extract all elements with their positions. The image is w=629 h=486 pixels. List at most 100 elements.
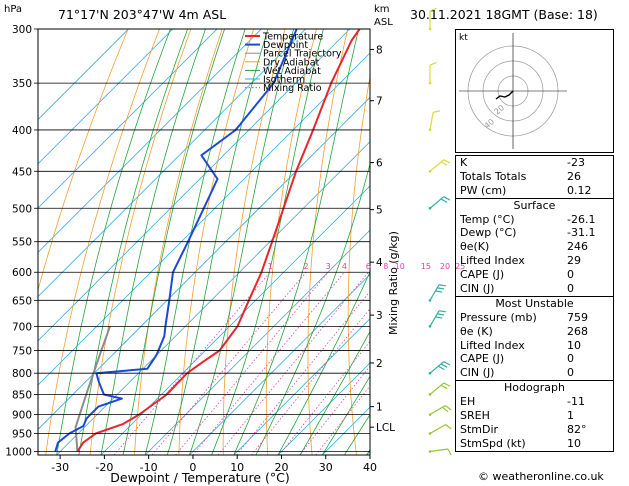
wind-barb-flag (440, 363, 448, 368)
dry-adiabat-line (347, 74, 370, 455)
km-tick-label: 7 (376, 96, 383, 108)
mixing-ratio-line (299, 365, 370, 455)
wind-barb-shaft (429, 159, 445, 172)
mixing-ratio-label: 1 (268, 262, 273, 271)
surface-thetae: θe(K) 246 (460, 240, 588, 254)
wind-barb-base (428, 393, 432, 396)
mixing-ratio-line (217, 271, 369, 455)
pressure-tick-label: 550 (12, 237, 32, 249)
pressure-tick-label: 650 (12, 295, 32, 307)
wind-barb-shaft (429, 196, 445, 209)
index-row-k: K -23 (460, 156, 585, 169)
mixing-ratio-line (236, 290, 370, 455)
wind-barb-shaft (429, 448, 448, 453)
pressure-tick-label: 1000 (5, 447, 32, 459)
surface-cin: CIN (J) 0 (460, 282, 574, 296)
mixing-ratio-label: 6 (366, 262, 371, 271)
wind-barb-flag (445, 405, 452, 411)
hodograph-section: Hodograph EH -11 SREH 1 StmDir 82° StmSpd (… (456, 380, 613, 450)
mu-pressure: Pressure (mb) 759 (460, 310, 588, 324)
wet-adiabat-line (189, 29, 294, 455)
temperature-tick-label: 10 (230, 461, 244, 474)
wind-barb-flag (429, 62, 437, 66)
legend-label: Wet Adiabat (263, 66, 321, 77)
isotherm-line (277, 362, 370, 455)
surface-cape: CAPE (J) 0 (460, 268, 574, 282)
temperature-tick-label: 40 (363, 461, 377, 474)
temperature-tick-label: 30 (319, 461, 333, 474)
temperature-tick-label: 0 (189, 461, 196, 474)
wind-barb-base (428, 325, 432, 328)
wind-barb-base (428, 27, 432, 31)
wet-adiabat-line (321, 375, 370, 455)
dry-adiabat-line (425, 29, 445, 455)
dry-adiabat-line (222, 29, 286, 455)
mixing-ratio-line (151, 271, 307, 455)
wind-barb-base (428, 371, 432, 375)
km-tick-label: 8 (376, 44, 383, 56)
km-tick-label: 6 (376, 158, 383, 170)
basic-indices: K -23 Totals Totals 26 PW (cm) 0.12 (456, 156, 613, 198)
dewpoint-line (54, 29, 298, 452)
hodograph-trace (495, 90, 514, 100)
wind-barb-flag (435, 290, 443, 293)
wind-barb-flag (433, 110, 441, 113)
mixing-ratio-line (278, 340, 370, 455)
wind-barb-flag (443, 196, 451, 201)
pressure-tick-label: 700 (12, 321, 32, 333)
wind-barb-base (428, 81, 432, 85)
km-tick-label: 2 (376, 358, 383, 370)
wind-barb-flag (435, 316, 443, 319)
wind-barb-flag (447, 448, 452, 456)
surface-temp: Temp (°C) -26.1 (460, 212, 596, 226)
km-tick-label: 3 (376, 310, 383, 322)
wet-adiabat-line (100, 29, 206, 455)
pressure-tick-label: 350 (12, 78, 32, 90)
wet-adiabat-line (299, 330, 370, 455)
hodo-stmspd: StmSpd (kt) 10 (460, 436, 581, 450)
wind-barb-shaft (429, 405, 446, 416)
wind-barb-base (428, 432, 432, 435)
x-axis-label: Dewpoint / Temperature (°C) (110, 470, 289, 485)
wet-adiabat-line (166, 29, 269, 455)
isotherm-line (38, 29, 218, 209)
wind-barb-flag (442, 406, 449, 413)
asl-label: ASL (374, 17, 393, 28)
index-row-pw: PW (cm) 0.12 (460, 183, 592, 197)
mixing-ratio-label: 2 (303, 262, 308, 271)
pressure-tick-label: 850 (12, 389, 32, 401)
temperature-tick-label: -20 (95, 461, 113, 474)
hpa-label: hPa (4, 4, 23, 15)
hodo-eh: EH -11 (460, 395, 585, 409)
wind-barb-flag (440, 198, 448, 203)
mixing-ratio-label: 20 (440, 262, 450, 271)
wind-barb-flag (445, 424, 452, 430)
isotherm-line (38, 29, 129, 121)
wind-barb-flag (440, 384, 448, 390)
mixing-ratio-label: 25 (455, 262, 465, 271)
wet-adiabat-line (211, 29, 324, 455)
surface-section: Surface Temp (°C) -26.1 Dewp (°C) -31.1 θe… (456, 197, 613, 296)
wind-barb-shaft (429, 284, 440, 301)
isotherm-line (233, 318, 370, 455)
isotherm-line (38, 29, 174, 165)
mixing-ratio-label: 15 (421, 262, 431, 271)
datetime-title: 30.11.2021 18GMT (Base: 18) (410, 7, 598, 22)
km-tick-label: LCL (376, 422, 395, 434)
km-label: km (374, 4, 390, 15)
mixing-ratio-label: 10 (395, 262, 405, 271)
pressure-tick-label: 500 (12, 203, 32, 215)
wind-barb-flag (438, 284, 447, 287)
wind-barb-base (428, 299, 432, 302)
wind-barb-flag (440, 161, 448, 166)
hodograph-title: Hodograph (504, 381, 565, 395)
wind-barb-flag (429, 7, 437, 12)
surface-lifted-index: Lifted Index 29 (460, 254, 581, 268)
surface-dewp: Dewp (°C) -31.1 (460, 226, 596, 240)
km-tick-label: 5 (376, 205, 383, 217)
mixing-ratio-line (251, 308, 370, 455)
pressure-tick-label: 900 (12, 410, 32, 422)
most-unstable-section: Most Unstable Pressure (mb) 759 θe (K) 268… (456, 295, 613, 380)
wind-barb-shaft (429, 361, 445, 374)
